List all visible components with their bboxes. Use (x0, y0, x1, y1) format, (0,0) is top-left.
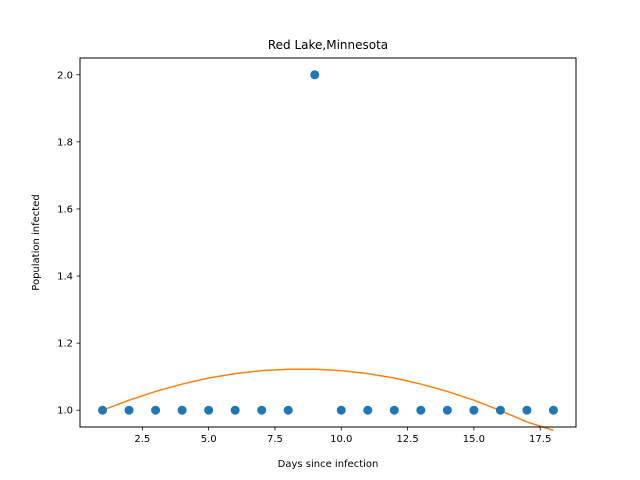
x-tick-label: 12.5 (396, 434, 418, 445)
data-point (230, 405, 240, 415)
data-point (98, 405, 108, 415)
data-point (389, 405, 399, 415)
chart-title: Red Lake,Minnesota (268, 38, 388, 52)
x-tick-label: 5.0 (201, 434, 217, 445)
data-point (124, 405, 134, 415)
data-point (257, 405, 267, 415)
x-tick-label: 15.0 (463, 434, 485, 445)
plot-area (98, 70, 558, 432)
y-axis-ticks: 1.0 1.2 1.4 1.6 1.8 2.0 (57, 70, 80, 417)
data-point (363, 405, 373, 415)
data-point (310, 70, 320, 80)
y-tick-label: 1.8 (57, 137, 73, 148)
x-tick-label: 2.5 (134, 434, 150, 445)
data-point (548, 405, 558, 415)
data-point (416, 405, 426, 415)
data-point (283, 405, 293, 415)
data-point (177, 405, 187, 415)
data-point (204, 405, 214, 415)
y-tick-label: 2.0 (57, 70, 73, 81)
data-point (522, 405, 532, 415)
y-tick-label: 1.6 (57, 204, 73, 215)
x-tick-label: 7.5 (267, 434, 283, 445)
data-point (336, 405, 346, 415)
y-axis-label: Population infected (31, 194, 42, 290)
fit-line (102, 368, 554, 432)
data-point (495, 405, 505, 415)
x-tick-label: 10.0 (330, 434, 352, 445)
data-point (442, 405, 452, 415)
y-tick-label: 1.2 (57, 339, 73, 350)
y-tick-label: 1.4 (57, 272, 73, 283)
x-axis-ticks: 2.5 5.0 7.5 10.0 12.5 15.0 17.5 (134, 427, 551, 445)
data-point (469, 405, 479, 415)
x-tick-label: 17.5 (529, 434, 551, 445)
data-point (151, 405, 161, 415)
y-tick-label: 1.0 (57, 406, 73, 417)
x-axis-label: Days since infection (278, 459, 379, 470)
axes-frame (79, 57, 577, 428)
